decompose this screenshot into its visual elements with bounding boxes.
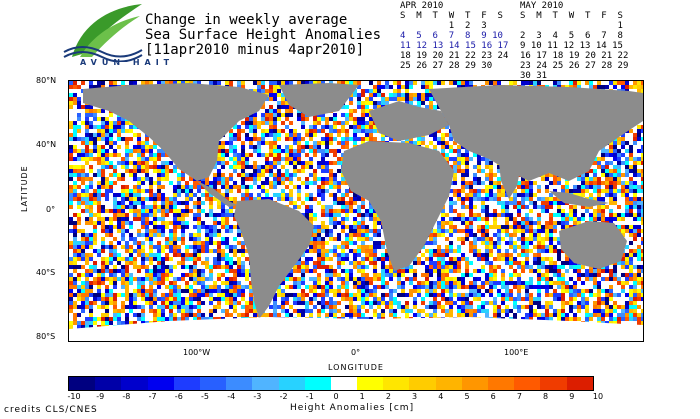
- colorbar-label: 5: [464, 392, 470, 401]
- y-axis-label: LATITUDE: [20, 165, 29, 212]
- calendar-row: 1 2 3: [400, 21, 487, 31]
- colorbar-cell: [95, 377, 122, 390]
- calendar-title: APR 2010: [400, 1, 444, 11]
- colorbar-cell: [199, 377, 227, 390]
- colorbar-cell: [488, 377, 515, 390]
- colorbar-cell: [330, 377, 358, 390]
- calendar-title: MAY 2010: [520, 1, 564, 11]
- xtick-label: 100°W: [183, 348, 211, 357]
- colorbar-label: 8: [543, 392, 549, 401]
- colorbar-label: 0: [333, 392, 339, 401]
- calendar-row: 4 5 6 7 8 9 10: [400, 31, 503, 41]
- colorbar-title: Height Anomalies [cm]: [290, 403, 415, 413]
- colorbar-label: 6: [490, 392, 496, 401]
- ytick-label: 0°: [46, 205, 56, 214]
- ytick-label: 40°S: [36, 268, 56, 277]
- ytick-label: 80°S: [36, 332, 56, 341]
- land-masses: [69, 83, 643, 341]
- colorbar-cell: [566, 377, 593, 390]
- colorbar-cell: [435, 377, 462, 390]
- calendar-row: 25 26 27 28 29 30: [400, 61, 493, 71]
- colorbar-label: 2: [385, 392, 391, 401]
- colorbar-cell: [69, 377, 96, 390]
- world-anomaly-map: [68, 80, 644, 342]
- calendar-row: 30 31: [520, 71, 548, 81]
- title-line-2: Sea Surface Height Anomalies: [145, 27, 382, 43]
- colorbar-cell: [226, 377, 253, 390]
- title-line-3: [11apr2010 minus 4apr2010]: [145, 42, 365, 58]
- colorbar-cell: [173, 377, 200, 390]
- calendar-row: 2 3 4 5 6 7 8: [520, 31, 623, 41]
- map-title: Change in weekly average Sea Surface Hei…: [145, 13, 381, 58]
- ytick-label: 80°N: [36, 76, 57, 85]
- colorbar-label: -5: [201, 392, 209, 401]
- aviso-logo: [62, 2, 146, 72]
- colorbar-cell: [540, 377, 567, 390]
- colorbar-label: -2: [279, 392, 288, 401]
- x-axis-label: LONGITUDE: [328, 363, 384, 372]
- calendar-header: S M T W T F S: [520, 11, 623, 21]
- calendar-row: 23 24 25 26 27 28 29: [520, 61, 629, 71]
- colorbar-cell: [121, 377, 148, 390]
- colorbar-label: -1: [305, 392, 314, 401]
- colorbar-label: -9: [96, 392, 105, 401]
- calendar-row: 1: [520, 21, 623, 31]
- logo-text: AVUN HAIT: [80, 58, 175, 67]
- colorbar-label: -3: [253, 392, 262, 401]
- colorbar-cell: [514, 377, 541, 390]
- calendar-header: S M T W T F S: [400, 11, 503, 21]
- colorbar-cell: [252, 377, 279, 390]
- ytick-label: 40°N: [36, 140, 57, 149]
- colorbar-label: -8: [122, 392, 131, 401]
- calendar-row: 16 17 18 19 20 21 22: [520, 51, 629, 61]
- calendar-april: APR 2010 S M T W T F S 1 2 3 4 5 6 7 8 9…: [400, 1, 508, 71]
- colorbar-cell: [147, 377, 174, 390]
- colorbar-label: 1: [359, 392, 365, 401]
- colorbar-label: 7: [516, 392, 522, 401]
- colorbar-cell: [409, 377, 436, 390]
- colorbar-label: -7: [148, 392, 157, 401]
- colorbar-label: 4: [438, 392, 444, 401]
- colorbar-label: -4: [227, 392, 236, 401]
- colorbar-cell: [461, 377, 488, 390]
- title-line-1: Change in weekly average: [145, 12, 348, 28]
- colorbar-labels: -10 -9 -8 -7 -6 -5 -4 -3 -2 -1 0 1 2 3 4 5 6 7 8 9 10: [67, 392, 644, 402]
- xtick-label: 0°: [351, 348, 361, 357]
- colorbar-cell: [357, 377, 384, 390]
- xtick-label: 100°E: [504, 348, 529, 357]
- calendar-row: 9 10 11 12 13 14 15: [520, 41, 623, 51]
- colorbar-label: -10: [67, 392, 81, 401]
- map-canvas: [69, 81, 643, 341]
- colorbar-cell: [383, 377, 410, 390]
- colorbar-cell: [278, 377, 305, 390]
- colorbar-label: 3: [412, 392, 418, 401]
- colorbar-label: 10: [592, 392, 604, 401]
- calendar-row: 11 12 13 14 15 16 17: [400, 41, 509, 51]
- calendar-may: MAY 2010 S M T W T F S 1 2 3 4 5 6 7 8 9…: [520, 1, 628, 81]
- colorbar-label: 9: [569, 392, 575, 401]
- colorbar-cell: [304, 377, 331, 390]
- credits-text: credits CLS/CNES: [4, 405, 98, 415]
- colorbar-label: -6: [174, 392, 183, 401]
- calendar-row: 18 19 20 21 22 23 24: [400, 51, 509, 61]
- colorbar: [68, 376, 594, 391]
